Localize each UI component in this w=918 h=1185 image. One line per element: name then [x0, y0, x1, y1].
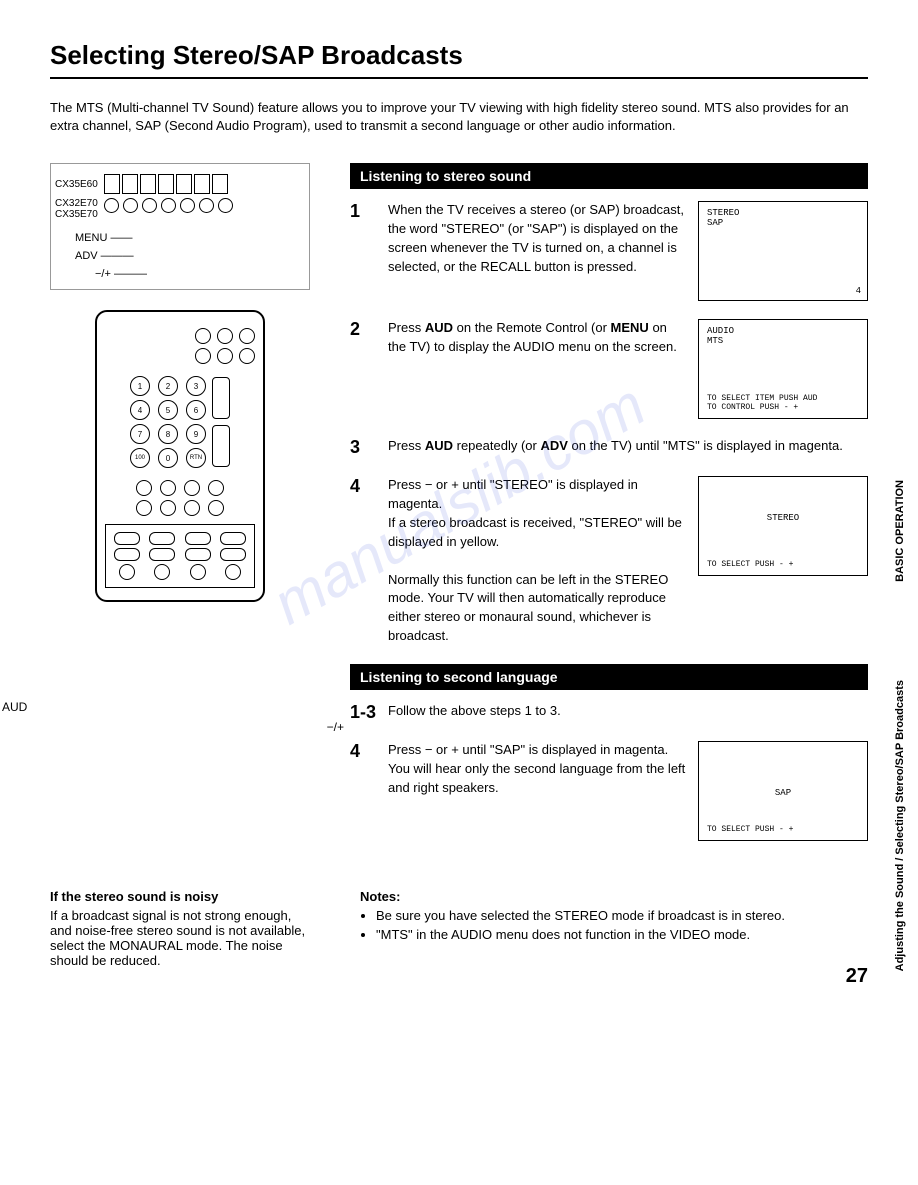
page-number: 27	[846, 965, 868, 988]
tv-screen-illustration: SAP TO SELECT PUSH - +	[698, 741, 868, 841]
section-header-language: Listening to second language	[350, 664, 868, 690]
panel-label-pm: −/+ ———	[75, 266, 305, 284]
step-text: Press AUD on the Remote Control (or MENU…	[388, 319, 688, 357]
step-text: Press AUD repeatedly (or ADV on the TV) …	[388, 437, 868, 456]
step-number: 4	[350, 741, 378, 762]
section-header-stereo: Listening to stereo sound	[350, 163, 868, 189]
side-tab-breadcrumb: Adjusting the Sound / Selecting Stereo/S…	[894, 680, 906, 971]
model-label: CX32E70	[55, 198, 98, 209]
intro-paragraph: The MTS (Multi-channel TV Sound) feature…	[50, 99, 868, 135]
step-number: 4	[350, 476, 378, 497]
remote-diagram: 123 456 789 1000RTN	[95, 310, 265, 602]
panel-label-adv: ADV ———	[75, 248, 305, 266]
panel-buttons-rect	[104, 174, 228, 194]
remote-callout-aud: AUD	[2, 700, 27, 714]
panel-label-menu: MENU ——	[75, 230, 305, 248]
step-text: Press − or + until "STEREO" is displayed…	[388, 476, 688, 646]
step-text: When the TV receives a stereo (or SAP) b…	[388, 201, 688, 276]
step-number: 3	[350, 437, 378, 458]
page-title: Selecting Stereo/SAP Broadcasts	[50, 40, 868, 79]
model-label: CX35E70	[55, 209, 98, 220]
tv-screen-illustration: AUDIO MTS TO SELECT ITEM PUSH AUD TO CON…	[698, 319, 868, 419]
note-item: Be sure you have selected the STEREO mod…	[376, 908, 868, 923]
step-text: Press − or + until "SAP" is displayed in…	[388, 741, 688, 798]
step-number: 1	[350, 201, 378, 222]
right-column: Listening to stereo sound 1 When the TV …	[350, 163, 868, 859]
step-number: 1-3	[350, 702, 378, 723]
side-tab-basic: BASIC OPERATION	[894, 480, 906, 582]
tv-screen-illustration: STEREO SAP 4	[698, 201, 868, 301]
notes-section: Notes: Be sure you have selected the STE…	[360, 889, 868, 968]
step-text: Follow the above steps 1 to 3.	[388, 702, 868, 721]
noisy-note: If the stereo sound is noisy If a broadc…	[50, 889, 310, 968]
step-number: 2	[350, 319, 378, 340]
model-label: CX35E60	[55, 179, 98, 190]
tv-screen-illustration: STEREO TO SELECT PUSH - +	[698, 476, 868, 576]
note-item: "MTS" in the AUDIO menu does not functio…	[376, 927, 868, 942]
left-column: CX35E60 CX32E70 CX35E70 MENU —— ADV ——— …	[50, 163, 310, 859]
panel-buttons-circle	[104, 198, 233, 213]
tv-panel-diagram: CX35E60 CX32E70 CX35E70 MENU —— ADV ——— …	[50, 163, 310, 290]
remote-callout-pm: −/+	[327, 720, 344, 734]
